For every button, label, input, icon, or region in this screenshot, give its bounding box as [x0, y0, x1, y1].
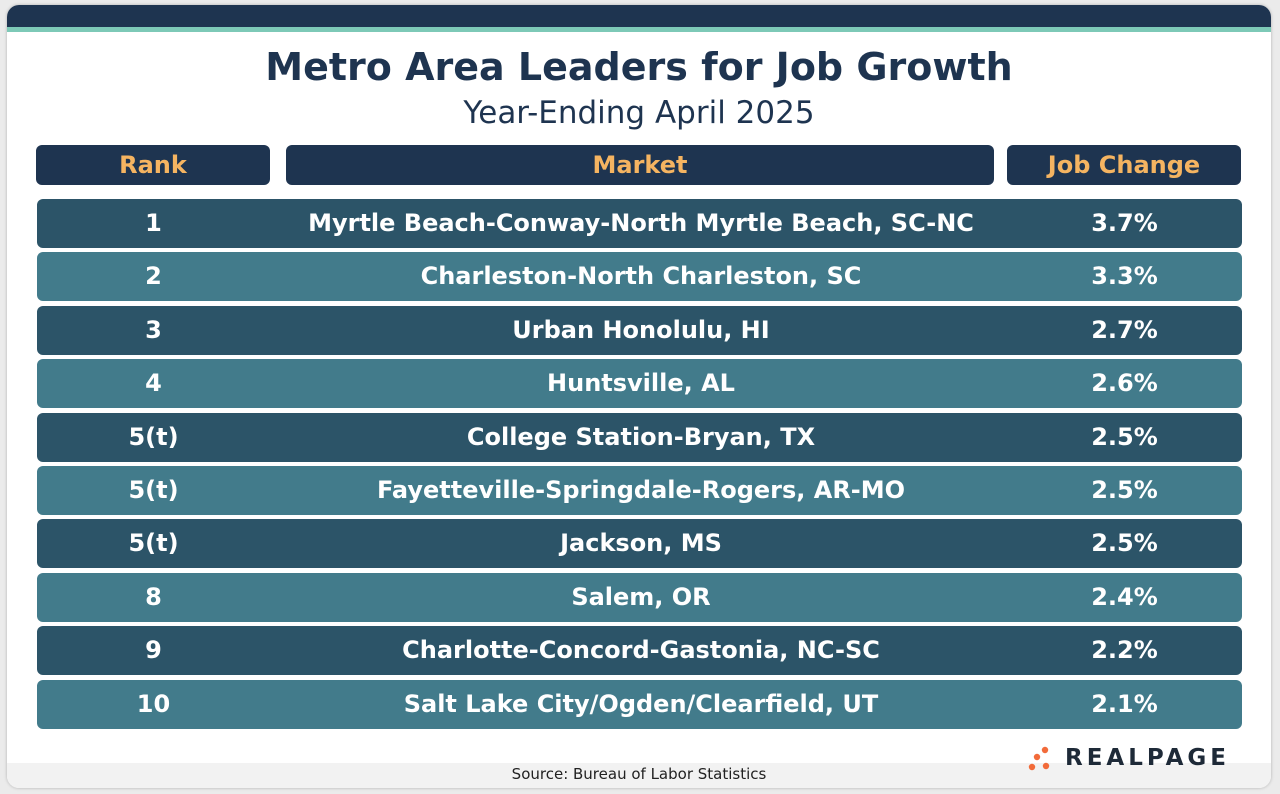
job-change-cell: 2.5%	[1091, 422, 1158, 451]
logo-wordmark: REALPAGE	[1065, 745, 1231, 771]
market-cell: Charleston-North Charleston, SC	[420, 262, 862, 291]
table-row: 5(t) Fayetteville-Springdale-Rogers, AR-M…	[37, 466, 1242, 515]
top-accent-stripe	[7, 27, 1271, 32]
job-change-cell: 2.4%	[1091, 582, 1158, 611]
table-row: 8 Salem, OR 2.4%	[37, 572, 1242, 622]
table-row: 5(t) College Station-Bryan, TX 2.5%	[37, 412, 1242, 462]
source-note: Source: Bureau of Labor Statistics	[511, 765, 767, 783]
market-cell: Huntsville, AL	[547, 369, 735, 398]
market-cell: Fayetteville-Springdale-Rogers, AR-MO	[376, 476, 906, 504]
job-change-cell: 2.6%	[1091, 369, 1158, 398]
table-row: 4 Huntsville, AL 2.6%	[37, 359, 1242, 409]
job-change-cell: 2.2%	[1091, 636, 1158, 665]
job-change-cell: 3.7%	[1091, 209, 1158, 237]
top-band	[7, 5, 1271, 27]
rank-cell: 1	[145, 209, 162, 237]
table-row: 9 Charlotte-Concord-Gastonia, NC-SC 2.2%	[37, 626, 1242, 676]
realpage-logo: REALPAGE	[1027, 742, 1230, 774]
market-cell: Salem, OR	[571, 582, 711, 611]
job-change-cell: 2.7%	[1091, 315, 1158, 344]
rank-cell: 5(t)	[128, 422, 179, 451]
infographic-card: Metro Area Leaders for Job Growth Year-E…	[7, 5, 1271, 788]
job-change-cell: 2.1%	[1091, 689, 1158, 718]
chart-title: Metro Area Leaders for Job Growth	[265, 45, 1013, 89]
table-row: 10 Salt Lake City/Ogden/Clearfield, UT 2.1…	[37, 679, 1242, 729]
column-header-market: Market	[286, 145, 994, 185]
market-cell: Urban Honolulu, HI	[512, 315, 770, 344]
table-row: 2 Charleston-North Charleston, SC 3.3%	[37, 252, 1242, 302]
market-cell: Charlotte-Concord-Gastonia, NC-SC	[402, 636, 880, 665]
chart-subtitle: Year-Ending April 2025	[463, 95, 815, 131]
rank-cell: 5(t)	[128, 529, 179, 558]
table-row: 1 Myrtle Beach-Conway-North Myrtle Beach,…	[37, 199, 1242, 248]
rank-cell: 2	[145, 262, 162, 291]
table-row: 5(t) Jackson, MS 2.5%	[37, 519, 1242, 569]
job-change-cell: 3.3%	[1091, 262, 1158, 291]
table-row: 3 Urban Honolulu, HI 2.7%	[37, 305, 1242, 355]
market-cell: Jackson, MS	[560, 529, 722, 558]
rank-cell: 3	[145, 315, 162, 344]
market-cell: Myrtle Beach-Conway-North Myrtle Beach, …	[308, 209, 974, 237]
column-header-job-change: Job Change	[1007, 145, 1241, 185]
logo-dots-icon	[1028, 746, 1050, 771]
column-header-rank: Rank	[36, 145, 270, 185]
footer-band	[7, 763, 1271, 788]
rank-cell: 9	[145, 636, 162, 665]
job-change-cell: 2.5%	[1091, 476, 1158, 504]
rank-cell: 8	[145, 582, 162, 611]
market-cell: Salt Lake City/Ogden/Clearfield, UT	[403, 689, 879, 718]
rank-cell: 4	[145, 369, 162, 398]
rank-cell: 10	[136, 689, 171, 718]
market-cell: College Station-Bryan, TX	[466, 422, 816, 451]
rank-cell: 5(t)	[128, 476, 179, 504]
job-change-cell: 2.5%	[1091, 529, 1158, 558]
